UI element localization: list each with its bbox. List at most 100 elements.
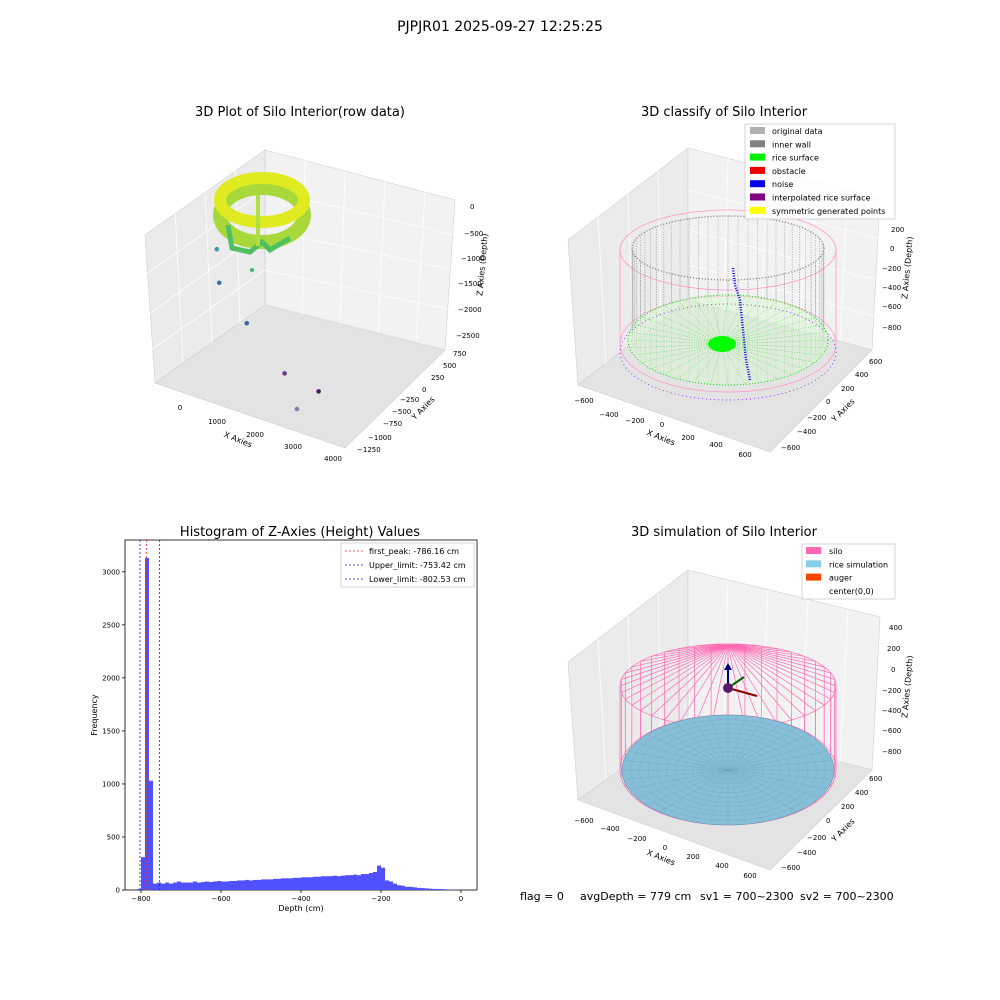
hist-legend-box [340, 542, 475, 588]
svg-text:400: 400 [855, 789, 868, 797]
cls-rice-ray [710, 343, 723, 385]
svg-text:−200: −200 [882, 265, 901, 273]
hist-bar [413, 887, 417, 890]
sim-rice-mesh-ray [727, 769, 810, 806]
cls-legend-swatch [750, 153, 765, 161]
cls-rice-ray [629, 343, 723, 349]
svg-text:−400: −400 [882, 284, 901, 292]
sim-x-ticks: −600 −400 −200 0 200 400 600 [574, 817, 756, 880]
cls-legend-swatch [750, 193, 765, 201]
cls-legend-swatch [750, 127, 765, 134]
hist-bar [377, 865, 381, 890]
sim-legend-label: rice simulation [829, 560, 888, 569]
hist-bar [269, 879, 273, 890]
cls-interpolated [619, 303, 837, 401]
hist-bar [421, 888, 425, 890]
svg-text:750: 750 [453, 350, 466, 358]
hist-bar [405, 886, 409, 890]
raw-y-ticks: 750 500 250 0 −250 −500 −750 −1000 −1250 [357, 350, 466, 454]
hist-bar [225, 881, 229, 890]
cls-legend-label: interpolated rice surface [772, 194, 870, 203]
status-sv1: sv1 = 700~2300 [700, 890, 794, 903]
cls-rice-ray [677, 343, 723, 380]
raw-outlier-point [216, 280, 222, 286]
cls-legend-swatch [750, 206, 765, 214]
cls-legend-label: original data [772, 127, 823, 136]
cls-rice-ray [721, 300, 779, 345]
hist-bar [349, 875, 353, 890]
svg-text:−400: −400 [797, 428, 816, 436]
status-flag: flag = 0 [520, 890, 564, 903]
hist-y-tick-label: 2000 [102, 674, 120, 682]
hist-x-ticks: −800 −600 −400 −200 0 [131, 890, 463, 903]
raw-outlier-points [214, 246, 321, 412]
svg-text:−2000: −2000 [458, 306, 482, 314]
cls-rice-ray [721, 343, 793, 375]
sim-rice-mesh-ray [727, 722, 782, 771]
raw-outlier-point [316, 389, 321, 394]
sim-legend-swatch [806, 560, 821, 568]
svg-text:−500: −500 [392, 408, 411, 416]
sim-rice-mesh-ray [659, 769, 729, 813]
hist-bar [441, 889, 445, 890]
svg-text:0: 0 [178, 404, 182, 412]
hist-bar [177, 881, 181, 890]
hist-bar [353, 874, 357, 890]
svg-text:600: 600 [869, 775, 882, 783]
cls-legend-swatch [750, 140, 765, 148]
svg-text:−200: −200 [627, 835, 646, 843]
svg-text:−200: −200 [807, 834, 826, 842]
raw-silo-ring-top [214, 172, 310, 228]
hist-bar [137, 888, 141, 890]
sim-rice-mesh-ray [727, 734, 810, 771]
hist-bar [345, 875, 349, 890]
svg-text:−400: −400 [599, 411, 618, 419]
sim-rice-mesh-ray [727, 760, 833, 771]
svg-text:−1000: −1000 [368, 434, 392, 442]
sim-silo-roof-line [727, 644, 816, 662]
cls-rice-ray [693, 297, 723, 345]
svg-text:−400: −400 [797, 849, 816, 857]
sim-silo-roof-line [727, 644, 805, 657]
status-sv2: sv2 = 700~2300 [800, 890, 894, 903]
hist-bar [233, 880, 237, 890]
hist-bar [153, 883, 157, 890]
sim-silo-roof-line [640, 644, 729, 711]
cls-legend-label: inner wall [772, 140, 811, 149]
sim-title: 3D simulation of Silo Interior [631, 525, 818, 540]
sim-auger [723, 663, 758, 697]
hist-bar [297, 877, 301, 890]
hist-bar [169, 883, 173, 890]
hist-bar [397, 885, 401, 890]
hist-bar [401, 885, 405, 890]
sim-rice-mesh-ray [623, 760, 729, 771]
cls-legend-label: rice surface [772, 154, 819, 163]
hist-bar [429, 888, 433, 890]
hist-bar [277, 878, 281, 890]
raw-pane-floor [154, 304, 446, 449]
sim-rice-mesh-ray [691, 718, 729, 771]
cls-z-ticks: 200 0 −200 −400 −600 −800 [882, 226, 904, 332]
svg-text:−800: −800 [882, 324, 901, 332]
hist-x-label: Depth (cm) [278, 904, 323, 913]
cls-rice-ray [710, 295, 723, 345]
cls-rice-ray [677, 300, 723, 345]
svg-text:−2500: −2500 [456, 332, 480, 340]
hist-title: Histogram of Z-Axies (Height) Values [180, 525, 420, 540]
sim-rice-mesh-ray [628, 751, 729, 771]
hist-legend-label: Upper_limit: -753.42 cm [369, 561, 466, 570]
hist-bar [141, 857, 145, 890]
sim-rice-mesh-ray [727, 769, 782, 818]
cls-legend-label: obstacle [772, 167, 806, 176]
cls-rice-ray [663, 305, 723, 345]
hist-bar [373, 871, 377, 890]
cls-rice-ray [721, 343, 805, 370]
svg-text:0: 0 [890, 245, 894, 253]
svg-text:3000: 3000 [284, 443, 302, 451]
hist-bar [185, 882, 189, 890]
sim-rice-mesh-ray [691, 769, 729, 822]
svg-text:200: 200 [891, 226, 904, 234]
sim-silo-roof-line [727, 644, 837, 687]
hist-y-tick-label: 0 [116, 887, 120, 895]
hist-y-tick-label: 500 [107, 833, 120, 841]
